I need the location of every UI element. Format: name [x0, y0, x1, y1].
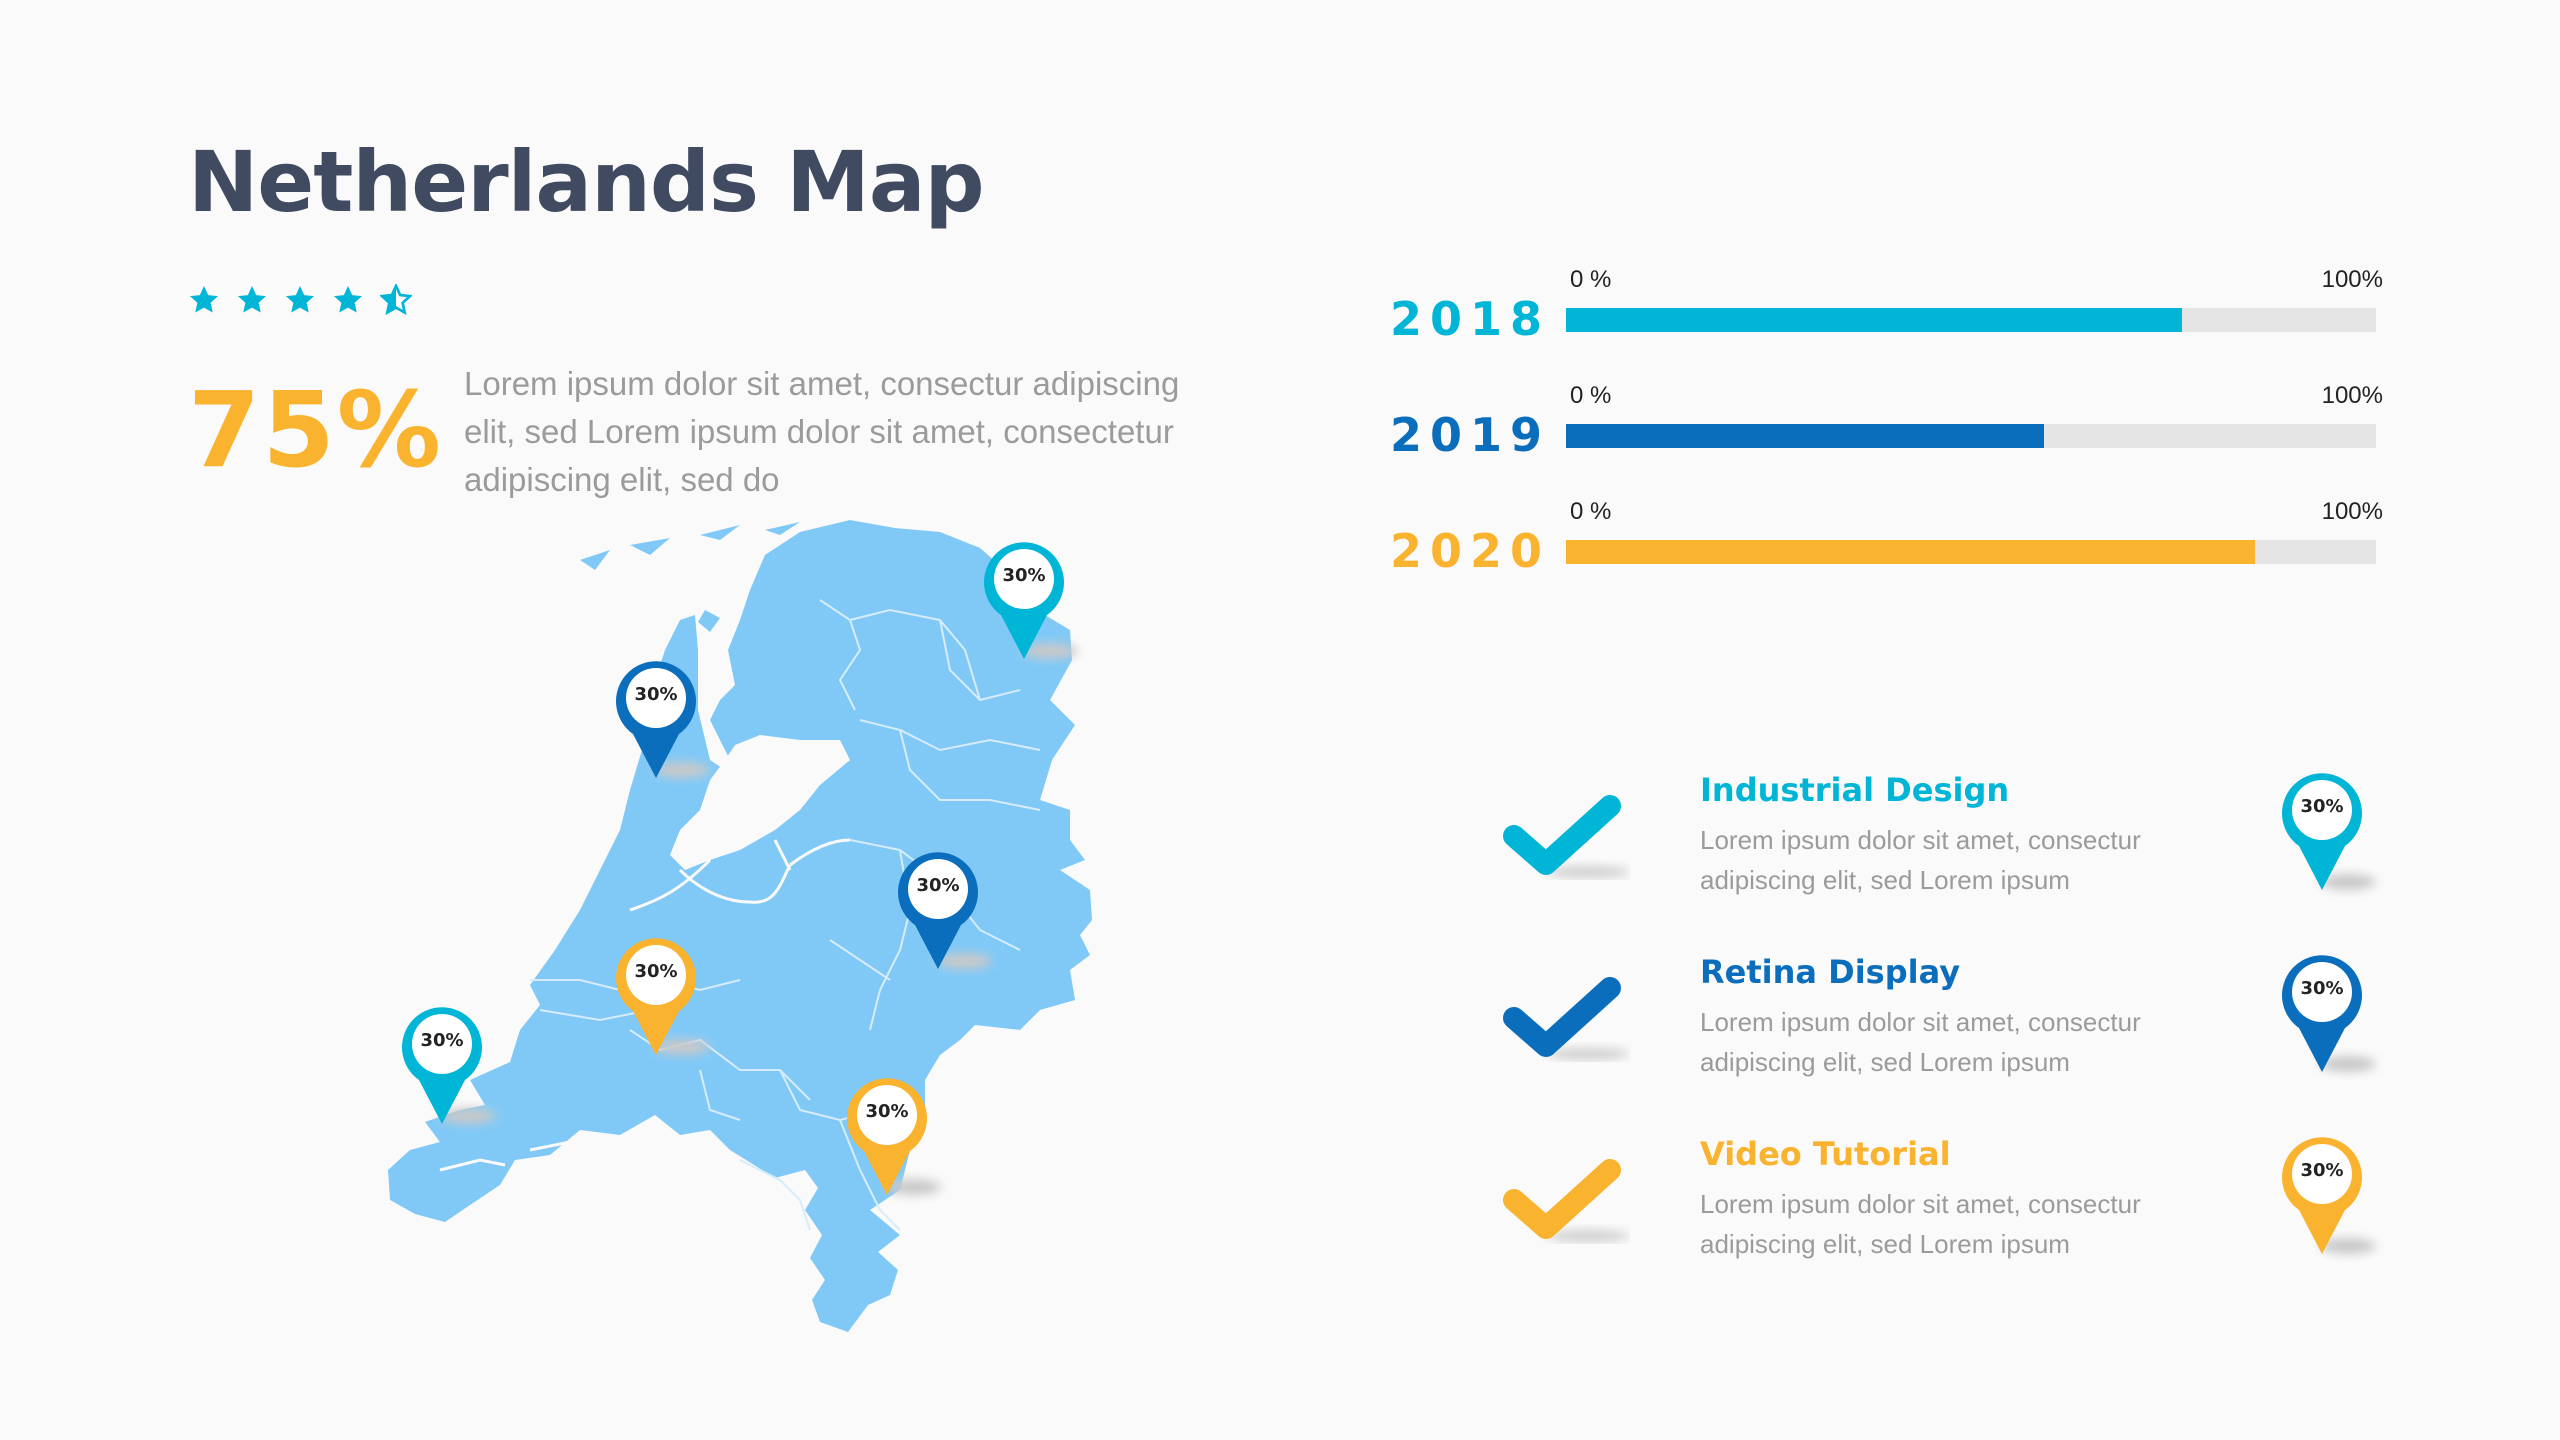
feature-item: Video Tutorial Lorem ipsum dolor sit ame… — [1500, 1134, 2420, 1316]
map-pin-label: 30% — [634, 684, 678, 705]
location-pin-icon — [898, 852, 992, 969]
feature-pin: 30% — [2280, 1134, 2376, 1258]
location-pin-icon — [984, 542, 1078, 659]
feature-description: Lorem ipsum dolor sit amet, consectur ad… — [1700, 825, 2141, 895]
progress-min-label: 0 % — [1570, 266, 1612, 293]
progress-year: 2019 — [1390, 408, 1551, 462]
star-icon — [236, 284, 268, 316]
progress-fill — [1566, 540, 2255, 564]
map-pin-label: 30% — [634, 961, 678, 982]
feature-pin-label: 30% — [2300, 978, 2344, 999]
feature-pin-label: 30% — [2300, 796, 2344, 817]
location-pin-icon — [2282, 955, 2376, 1072]
feature-pin: 30% — [2280, 952, 2376, 1076]
map-pin-label: 30% — [1002, 565, 1046, 586]
map-pin-label: 30% — [865, 1101, 909, 1122]
map-pin-label: 30% — [916, 875, 960, 896]
feature-title: Video Tutorial — [1700, 1135, 1951, 1173]
progress-track — [1566, 308, 2376, 332]
location-pin-icon — [2282, 1137, 2376, 1254]
checkmark-icon — [1503, 977, 1630, 1060]
progress-fill — [1566, 424, 2044, 448]
progress-bars: 2018 0 % 100% 2019 0 % 100% 2020 0 % 100… — [1380, 260, 2383, 608]
location-pin-icon — [616, 938, 710, 1055]
location-pin-icon — [402, 1007, 496, 1124]
map-pin: 30% — [845, 1075, 941, 1199]
feature-description: Lorem ipsum dolor sit amet, consectur ad… — [1700, 1189, 2141, 1259]
progress-year: 2020 — [1390, 524, 1551, 578]
feature-item: Retina Display Lorem ipsum dolor sit ame… — [1500, 952, 2420, 1134]
progress-row-2019: 2019 0 % 100% — [1380, 376, 2383, 492]
feature-item: Industrial Design Lorem ipsum dolor sit … — [1500, 770, 2420, 952]
map-pin: 30% — [400, 1004, 496, 1128]
half-star-icon — [380, 284, 412, 316]
progress-track — [1566, 540, 2376, 564]
progress-min-label: 0 % — [1570, 498, 1612, 525]
checkmark-icon — [1503, 795, 1630, 878]
progress-track — [1566, 424, 2376, 448]
star-icon — [284, 284, 316, 316]
map-pin-label: 30% — [420, 1030, 464, 1051]
progress-row-2020: 2020 0 % 100% — [1380, 492, 2383, 608]
intro-text: Lorem ipsum dolor sit amet, consectur ad… — [464, 365, 1180, 498]
highlight-percent: 75% — [188, 369, 443, 491]
map-pin: 30% — [896, 849, 992, 973]
location-pin-icon — [847, 1078, 941, 1195]
progress-year: 2018 — [1390, 292, 1551, 346]
map-pin: 30% — [614, 935, 710, 1059]
page-title: Netherlands Map — [188, 133, 985, 231]
feature-pin-label: 30% — [2300, 1160, 2344, 1181]
progress-row-2018: 2018 0 % 100% — [1380, 260, 2383, 376]
location-pin-icon — [616, 661, 710, 778]
location-pin-icon — [2282, 773, 2376, 890]
netherlands-map: 30% 30% 30% 30% 30% — [380, 510, 1120, 1350]
star-icon — [332, 284, 364, 316]
rating-stars — [188, 284, 412, 316]
checkmark-icon — [1503, 1159, 1630, 1242]
star-icon — [188, 284, 220, 316]
feature-title: Industrial Design — [1700, 771, 2010, 809]
progress-max-label: 100% — [2321, 498, 2383, 525]
map-pin: 30% — [982, 539, 1078, 663]
map-pin: 30% — [614, 658, 710, 782]
feature-title: Retina Display — [1700, 953, 1961, 991]
feature-pin: 30% — [2280, 770, 2376, 894]
progress-fill — [1566, 308, 2182, 332]
progress-max-label: 100% — [2321, 382, 2383, 409]
feature-description: Lorem ipsum dolor sit amet, consectur ad… — [1700, 1007, 2141, 1077]
progress-max-label: 100% — [2321, 266, 2383, 293]
feature-list: Industrial Design Lorem ipsum dolor sit … — [1500, 770, 2420, 1316]
progress-min-label: 0 % — [1570, 382, 1612, 409]
